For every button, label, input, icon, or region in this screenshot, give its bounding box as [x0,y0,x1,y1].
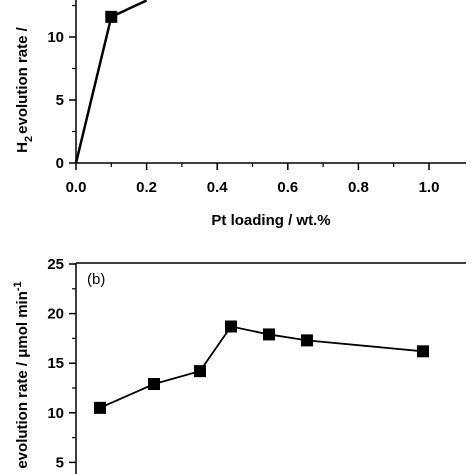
panel-a-y-ticks: 0 5 10 [47,4,76,172]
panel-b: 5 10 15 20 25 (b) evolution rate / μmol min-… [12,256,466,474]
series-line [99,325,424,409]
y-tick-label: 5 [56,454,64,471]
x-tick-label: 0.6 [277,179,298,196]
y-tick-label: 5 [56,92,64,109]
panel-a: 0.0 0.2 0.4 0.6 0.8 1.0 0 5 10 Pt loading / wt.… [14,0,466,229]
panel-b-y-ticks: 5 10 15 20 25 [47,256,76,471]
y-tick-label: 20 [47,306,64,323]
panel-a-y-axis-title: H2evolution rate / [14,26,35,152]
panel-a-x-ticks: 0.0 0.2 0.4 0.6 0.8 1.0 [66,163,440,196]
data-point [148,378,160,391]
series-line [74,0,148,164]
panel-b-series [94,320,429,414]
y-tick-label: 10 [47,29,64,46]
data-point [301,334,313,347]
panel-b-y-axis-title: evolution rate / μmol min-1 [12,281,31,468]
panel-a-series [74,0,148,164]
x-tick-label: 0.4 [207,179,229,196]
data-point [94,401,106,414]
x-tick-label: 1.0 [419,179,440,196]
panel-a-x-axis-title: Pt loading / wt.% [211,212,330,229]
data-point [194,365,206,378]
y-tick-label: 10 [47,405,64,422]
panel-b-label: (b) [87,271,105,288]
y-tick-label: 15 [47,355,64,372]
data-point [105,10,118,23]
y-tick-label: 0 [56,155,64,172]
x-tick-label: 0.8 [348,179,369,196]
data-point [263,328,275,341]
y-tick-label: 25 [47,256,64,273]
data-point [417,345,429,358]
x-tick-label: 0.2 [136,179,157,196]
x-tick-label: 0.0 [66,179,87,196]
data-point [225,320,237,333]
